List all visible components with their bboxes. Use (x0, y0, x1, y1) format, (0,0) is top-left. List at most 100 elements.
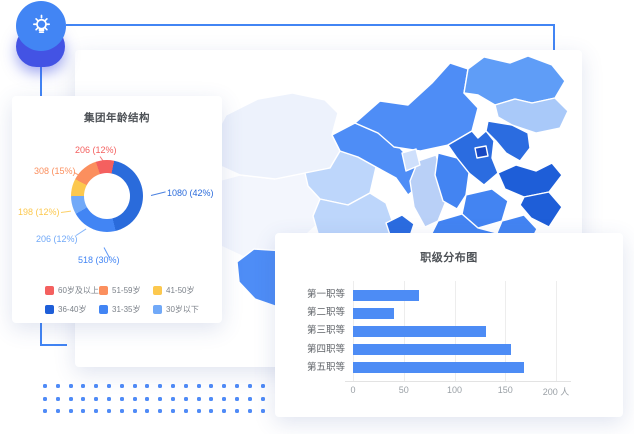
dot (132, 409, 137, 414)
x-axis-tick: 150 (497, 385, 513, 395)
province-ningxia (401, 148, 421, 172)
province-jiangsu (519, 191, 563, 228)
legend-swatch (99, 286, 108, 295)
dot (132, 384, 137, 388)
dot (235, 396, 239, 401)
dot (183, 396, 188, 401)
donut-label: 198 (12%) (18, 207, 60, 217)
dot (94, 409, 99, 414)
dot (247, 396, 252, 401)
donut-leader-line (60, 210, 71, 213)
legend-swatch (99, 305, 108, 314)
bar (353, 289, 419, 301)
dot (94, 384, 99, 388)
dot (171, 409, 175, 414)
dot (196, 409, 201, 414)
dot (158, 384, 163, 388)
donut-leader-line (75, 228, 87, 236)
legend-swatch (45, 305, 54, 314)
legend-item: 31-35岁 (99, 304, 153, 315)
legend-label: 41-50岁 (166, 286, 195, 295)
province-jilin (494, 97, 569, 134)
dot (171, 384, 175, 388)
dot (107, 409, 111, 414)
dot (247, 384, 252, 388)
dot (222, 384, 227, 388)
dot (183, 409, 188, 414)
dot (260, 396, 265, 401)
dot (247, 409, 252, 414)
dot (260, 409, 265, 414)
legend-label: 30岁以下 (166, 305, 199, 314)
legend-item: 36-40岁 (45, 304, 99, 315)
rank-distribution-card: 职级分布图 0 50 100 150 200 人 第一职等 第二职等 第三职等 第四职等 第五职等 (275, 233, 623, 417)
x-axis-tick: 0 (350, 385, 356, 395)
donut-label: 308 (15%) (34, 166, 76, 176)
bar-chart: 0 50 100 150 200 人 第一职等 第二职等 第三职等 第四职等 第五职等 (275, 233, 623, 417)
x-axis-tick: 100 (446, 385, 463, 395)
province-inner-mongolia (354, 62, 479, 152)
dot (107, 384, 111, 388)
dot (81, 396, 86, 401)
bar-category-label: 第二职等 (306, 307, 345, 319)
dot (81, 384, 86, 388)
dot (209, 384, 214, 388)
x-axis-tick: 50 (398, 385, 409, 395)
bar-category-label: 第四职等 (306, 343, 345, 355)
dot (222, 396, 227, 401)
province-shanxi (434, 152, 470, 210)
bar (353, 362, 524, 374)
x-axis-tick: 200 人 (542, 387, 570, 397)
dot (209, 409, 214, 414)
gridline (505, 281, 507, 381)
dot (43, 409, 47, 414)
dot (260, 384, 265, 388)
donut-legend: 60岁及以上 51-59岁 41-50岁 36-40岁 31-35岁 30岁以下 (45, 285, 207, 323)
legend-label: 31-35岁 (112, 305, 141, 314)
dot (68, 409, 73, 414)
dot (183, 384, 188, 388)
bar-category-label: 第三职等 (306, 325, 345, 337)
dot (145, 409, 150, 414)
dot (55, 384, 60, 388)
dot (235, 409, 239, 414)
dot (119, 409, 124, 414)
bar (353, 344, 512, 356)
dot (171, 396, 175, 401)
donut-label: 518 (30%) (78, 255, 120, 265)
legend-label: 51-59岁 (112, 286, 141, 295)
legend-item: 30岁以下 (153, 304, 207, 315)
dot (55, 396, 60, 401)
donut-label: 206 (12%) (75, 145, 117, 155)
dot (119, 396, 124, 401)
dot (119, 384, 124, 388)
province-qinghai (304, 150, 377, 206)
connector-line-right (553, 24, 555, 53)
dot (43, 384, 47, 388)
x-axis-line (345, 381, 571, 382)
dot (68, 396, 73, 401)
dot (107, 396, 111, 401)
province-xinjiang (207, 92, 341, 180)
dot (222, 409, 227, 414)
dot (209, 396, 214, 401)
bar-category-label: 第一职等 (306, 289, 345, 300)
legend-swatch (153, 286, 162, 295)
gridline (556, 281, 557, 381)
legend-label: 36-40岁 (58, 305, 87, 314)
dot (158, 396, 163, 401)
age-card-title: 集团年龄结构 (84, 112, 150, 124)
legend-label: 60岁及以上 (58, 286, 99, 295)
donut-leader-line (150, 191, 166, 196)
donut-label: 206 (12%) (36, 234, 78, 244)
bar (353, 325, 486, 337)
legend-swatch (45, 286, 54, 295)
province-shandong (497, 162, 563, 198)
connector-line-top (66, 24, 555, 26)
donut-chart (71, 160, 143, 232)
bar (353, 307, 394, 319)
dot (235, 384, 239, 388)
rank-card-title: 职级分布图 (420, 252, 478, 264)
dot (145, 396, 150, 401)
